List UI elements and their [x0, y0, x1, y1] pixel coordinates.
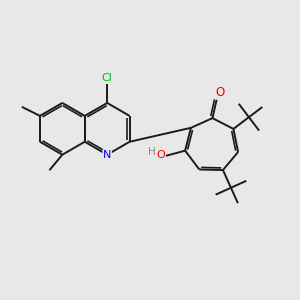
- Text: H: H: [148, 147, 155, 157]
- Text: O: O: [215, 86, 224, 99]
- Text: N: N: [103, 150, 111, 160]
- Text: O: O: [157, 150, 165, 160]
- Text: Cl: Cl: [102, 73, 112, 83]
